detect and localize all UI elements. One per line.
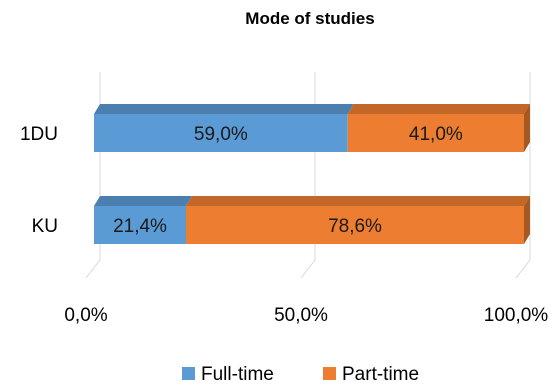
bar-front-face (347, 114, 524, 152)
gridline-floor (515, 259, 531, 279)
bar-top-face (186, 196, 530, 206)
chart-title: Mode of studies (245, 9, 374, 28)
x-tick-label: 0,0% (64, 305, 107, 326)
bar-side-face (524, 104, 530, 152)
bar-top-face (94, 104, 354, 114)
legend-swatch (323, 367, 336, 380)
bar-1du-part-time (347, 104, 530, 152)
category-label: 1DU (20, 124, 58, 145)
data-label: 78,6% (328, 216, 382, 237)
data-label: 21,4% (113, 216, 167, 237)
bar-front-face (186, 206, 524, 244)
gridlines (85, 72, 531, 279)
gridline-floor (85, 259, 101, 279)
legend-item: Part-time (323, 364, 419, 385)
bar-group (94, 104, 530, 244)
bar-ku-full-time (94, 196, 193, 244)
category-label: KU (32, 216, 58, 237)
bar-side-face (524, 196, 530, 244)
data-label: 59,0% (194, 124, 248, 145)
legend-swatch (182, 367, 195, 380)
legend-item: Full-time (182, 364, 274, 385)
gridline-floor (300, 259, 316, 279)
data-label-group: 59,0% 41,0% 21,4% 78,6% (113, 124, 463, 237)
data-label: 41,0% (409, 124, 463, 145)
legend-label: Part-time (342, 364, 419, 385)
bar-front-face (94, 114, 348, 152)
legend-label: Full-time (201, 364, 274, 385)
bar-top-face (94, 196, 193, 206)
axis-labels: 1DU KU 0,0% 50,0% 100,0% (20, 124, 548, 326)
legend: Full-time Part-time (182, 364, 419, 385)
bar-ku-part-time (186, 196, 530, 244)
bar-top-face (347, 104, 530, 114)
x-tick-label: 50,0% (274, 305, 328, 326)
bar-front-face (94, 206, 187, 244)
bar-1du-full-time (94, 104, 354, 152)
x-tick-label: 100,0% (484, 305, 549, 326)
